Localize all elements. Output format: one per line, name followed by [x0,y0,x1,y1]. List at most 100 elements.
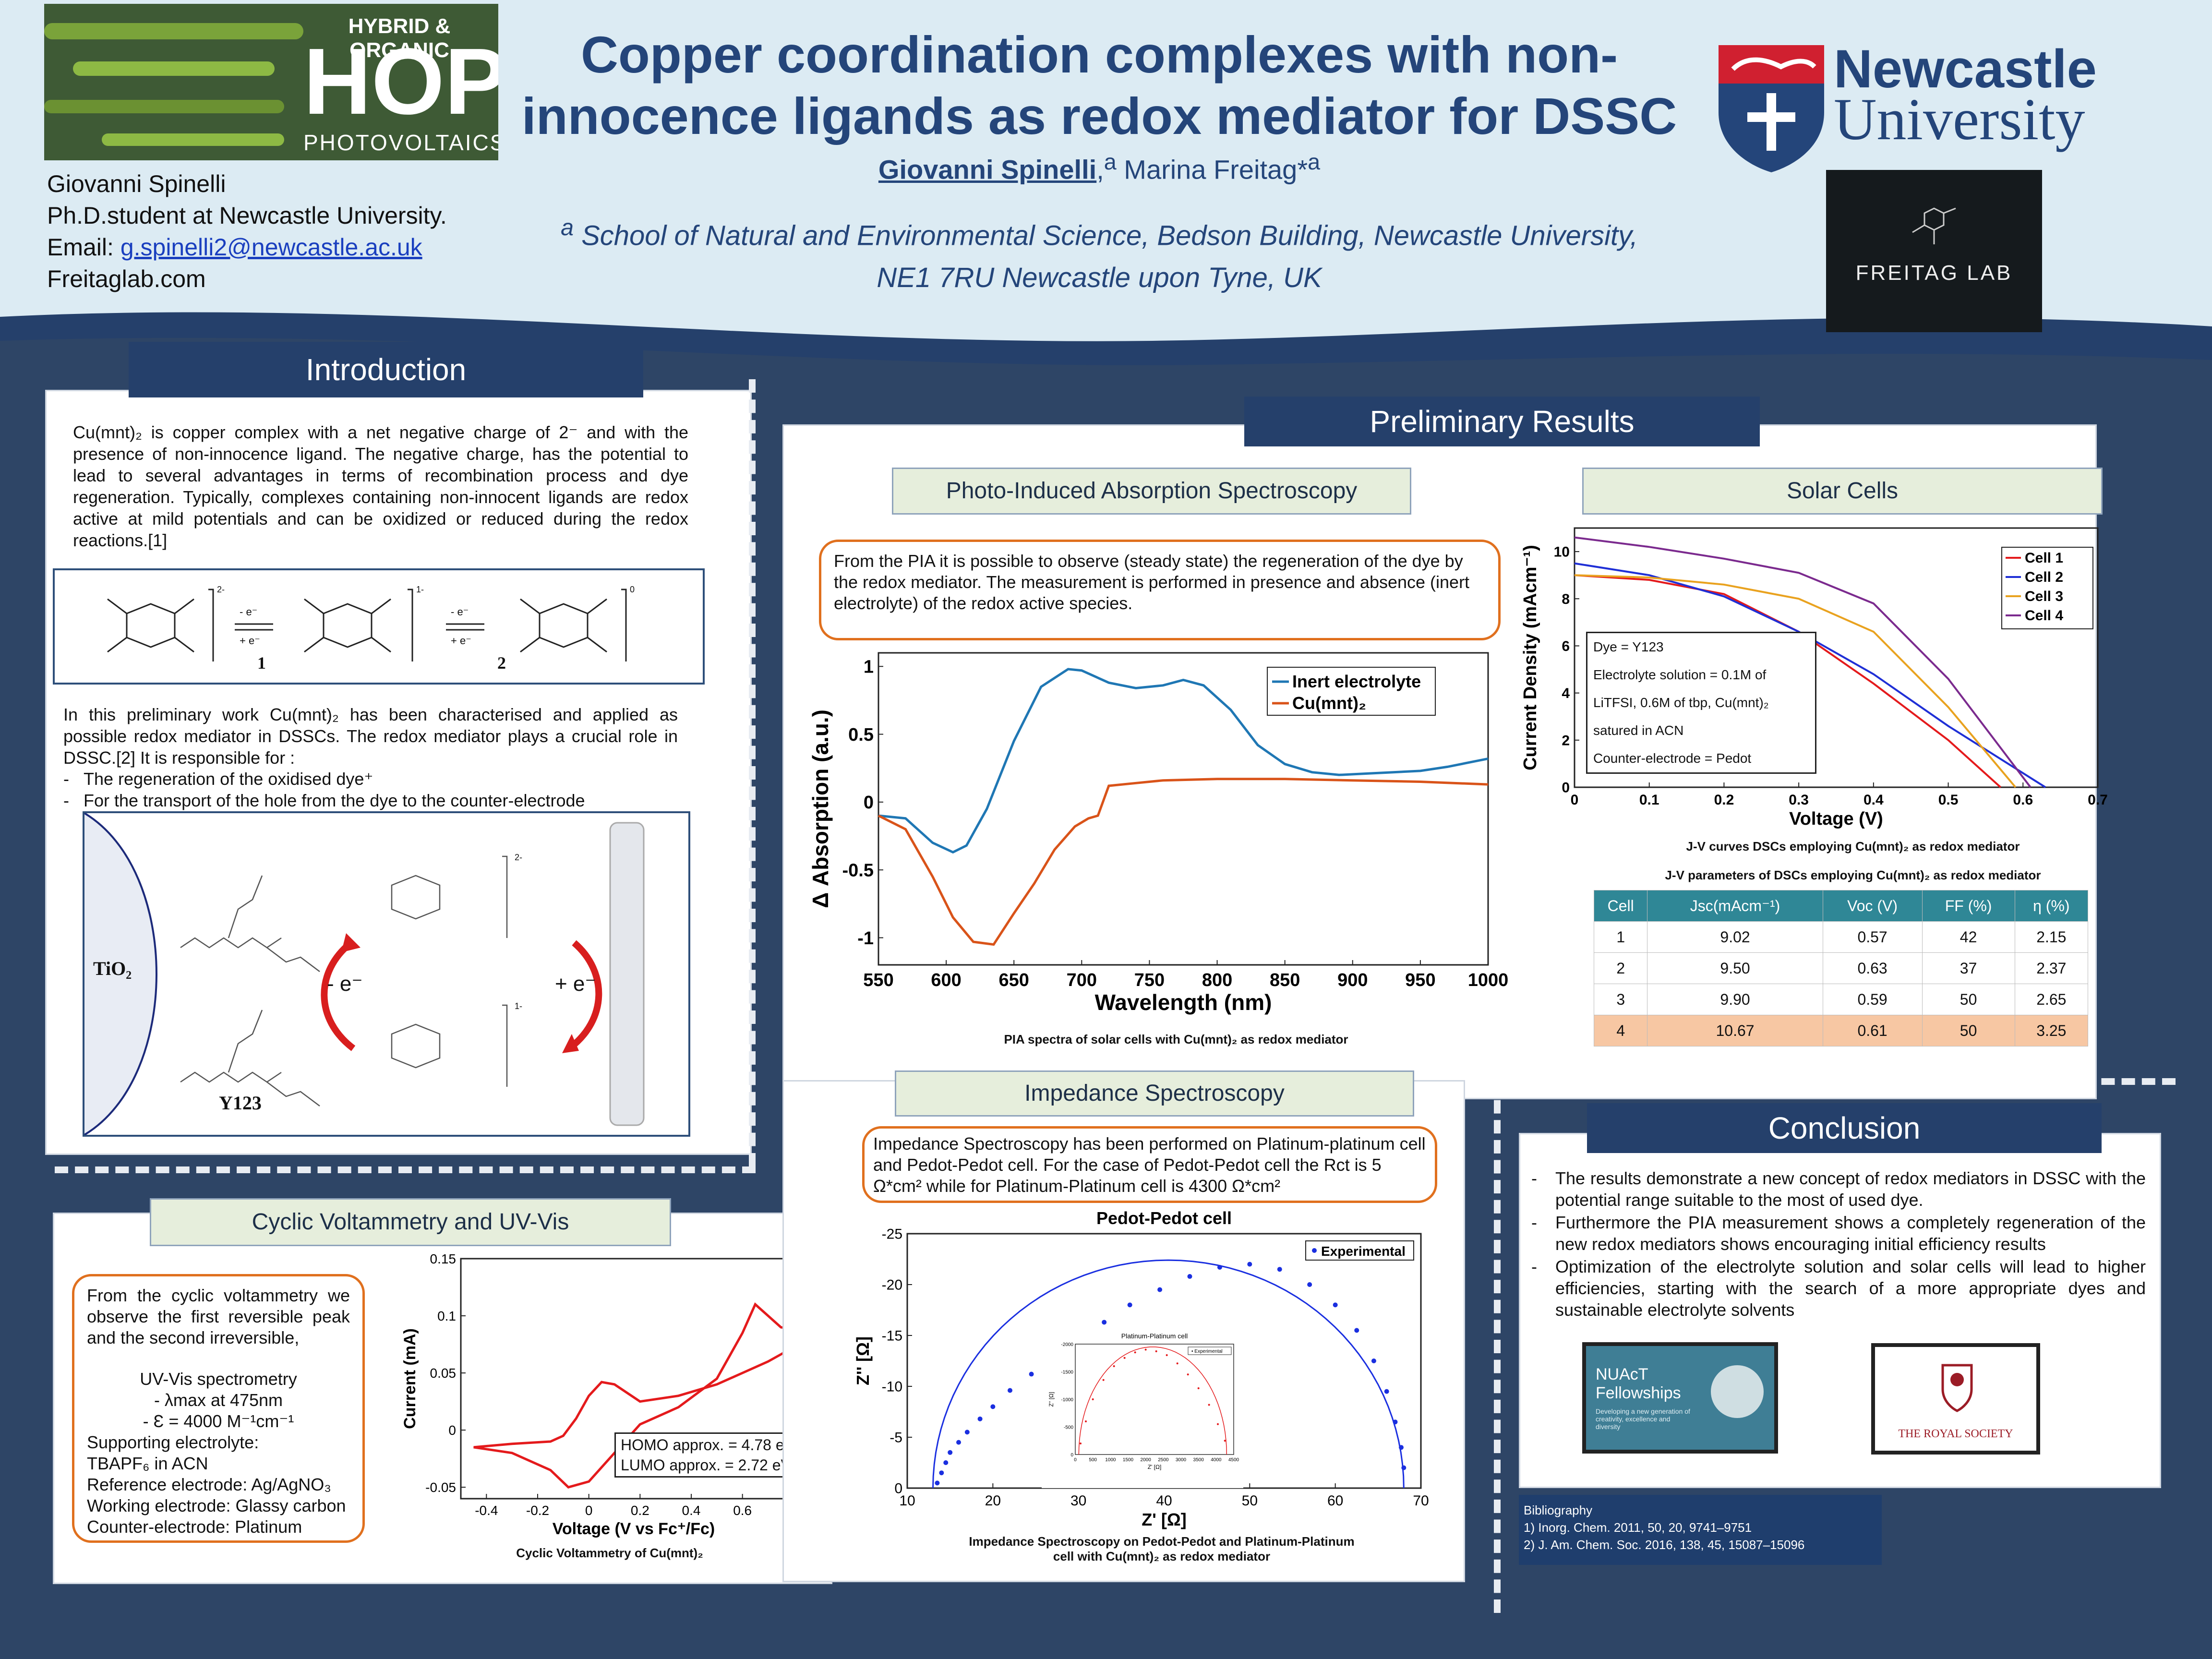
y-tick-label: -10 [882,1379,902,1395]
pia-banner: Photo-Induced Absorption Spectroscopy [892,468,1411,515]
impedance-caption: Impedance Spectroscopy on Pedot-Pedot an… [969,1534,1355,1563]
inset-data-point [1208,1404,1210,1406]
data-point [1127,1302,1132,1308]
separator-right [1494,1080,1501,1613]
pia-chart: 550 600 650 700 750 800 850 900 950 1000 -1 -0.5 0 0.… [808,652,1509,1015]
data-point [964,1430,970,1435]
inset-x-tick-label: 2000 [1141,1457,1152,1463]
pia-caption: PIA spectra of solar cells with Cu(mnt)₂… [1004,1032,1348,1046]
intro-paragraph-1: Cu(mnt)₂ is copper complex with a net ne… [73,422,688,550]
inset-x-tick-label: 0 [1074,1457,1077,1463]
table-header-row: Cell Jsc(mAcm⁻¹) Voc (V) FF (%) η (%) [1593,890,2089,922]
jv-caption: J-V curves DSCs employing Cu(mnt)₂ as re… [1686,839,2020,854]
y-tick-label: 2 [1562,733,1570,748]
data-point [1157,1287,1163,1292]
table-cell: 9.02 [1647,921,1823,953]
y-tick-label: -0.05 [425,1480,456,1495]
table-cell: 50 [1922,984,2015,1015]
y-tick-label: 10 [1554,544,1570,560]
fit-line [932,1259,1405,1489]
legend-box [1267,667,1436,716]
x-tick-label: -0.2 [526,1503,549,1518]
inset-data-point [1092,1398,1094,1400]
impedance-textbox: Impedance Spectroscopy has been performe… [862,1126,1437,1203]
data-point [1354,1328,1359,1333]
inset-x-tick-label: 3500 [1193,1457,1204,1463]
inset-data-point [1176,1362,1178,1365]
table-cell: 10.67 [1647,1015,1823,1046]
table-cell: 4 [1593,1015,1648,1046]
data-point [939,1470,944,1476]
table-cell: 2 [1593,952,1648,984]
x-axis-label: Z' [Ω] [1142,1510,1186,1529]
x-tick-label: 50 [1242,1493,1258,1509]
x-tick-label: 0.4 [682,1503,701,1518]
table-cell: 2.37 [2014,952,2089,984]
conclusion-banner: Conclusion [1587,1103,2102,1153]
inset-title: Platinum-Platinum cell [1121,1332,1188,1340]
intro-paragraph-2: In this preliminary work Cu(mnt)₂ has be… [63,705,678,768]
inset-legend-box [1188,1346,1232,1355]
data-point [1371,1358,1376,1363]
preliminary-banner: Preliminary Results [1244,397,1760,446]
x-tick-label: 0.2 [1714,792,1734,808]
inset-y-tick-label: -2000 [1061,1342,1073,1347]
data-point [1102,1320,1107,1325]
y-tick-label: 0 [894,1481,902,1497]
data-point [935,1480,940,1486]
redox-scheme-drawing [107,589,627,661]
inset-x-tick-label: 3000 [1176,1457,1187,1463]
email-link[interactable]: g.spinelli2@newcastle.ac.uk [120,234,422,261]
newcastle-logo: Newcastle University [1714,40,2112,175]
jv-table-caption: J-V parameters of DSCs employing Cu(mnt)… [1665,868,2041,882]
affiliation: a School of Natural and Environmental Sc… [561,215,1638,294]
cv-textbox: From the cyclic voltammetry we observe t… [72,1274,365,1543]
cv-chart: -0.4-0.200.20.40.60.8-0.0500.050.10.15Vo… [401,1251,807,1538]
legend-marker [1312,1248,1317,1253]
conclusion-list: - The results demonstrate a new concept o… [1531,1168,2146,1320]
y-tick-label: 0.1 [437,1309,456,1323]
inset-x-tick-label: 1000 [1105,1457,1116,1463]
inset-data-point [1197,1387,1200,1389]
x-tick-label: 1000 [1468,970,1509,990]
inset-x-tick-label: 1500 [1123,1457,1134,1463]
data-point [1029,1371,1034,1377]
x-tick-label: 20 [985,1493,1001,1509]
cv-banner: Cyclic Voltammetry and UV-Vis [150,1198,671,1246]
inset-data-point [1166,1354,1168,1356]
data-point [1217,1264,1222,1270]
data-point [990,1404,996,1409]
table-cell: 0.59 [1822,984,1923,1015]
y-tick-label: 0.05 [430,1366,457,1381]
legend-label: Cell 4 [2025,608,2063,624]
impedance-chart: Pedot-Pedot cell 10 20 30 40 50 60 70 0 -5 -10 -15 -… [853,1208,1429,1529]
table-header-cell: FF (%) [1922,890,2015,922]
chart-title: Pedot-Pedot cell [1096,1208,1232,1228]
freitag-lab-logo: FREITAG LAB [1826,170,2042,332]
inset-x-tick-label: 2500 [1158,1457,1169,1463]
x-tick-label: 550 [863,970,893,990]
jv-parameters-table: Cell Jsc(mAcm⁻¹) Voc (V) FF (%) η (%) 1 9.02 0… [1593,890,2089,1046]
inset-data-point [1102,1379,1105,1381]
table-cell: 1 [1593,921,1648,953]
data-point [977,1416,983,1421]
y-axis-label: Current Density (mAcm⁻¹) [1522,545,1540,770]
hopv-logo: HYBRID & ORGANIC HOPV PHOTOVOLTAICS [44,4,498,160]
poster-title: Copper coordination complexes with non- … [521,25,1677,145]
series-line [1574,536,2032,788]
jv-info-box: Dye = Y123 Electrolyte solution = 0.1M o… [1586,632,1816,774]
table-cell: 42 [1922,921,2015,953]
x-tick-label: 10 [899,1493,915,1509]
impedance-banner: Impedance Spectroscopy [895,1070,1414,1117]
data-point [1307,1282,1312,1287]
dssc-scheme: TiO₂ Y123 - e⁻ + e⁻ 2- 1- [83,811,690,1137]
legend-label: Cell 3 [2025,589,2063,604]
y-tick-label: -5 [890,1430,902,1446]
x-tick-label: 0 [1571,792,1579,808]
inset-data-point [1085,1420,1087,1422]
series-line [878,778,1489,946]
inset-frame [1075,1344,1234,1455]
inset-y-tick-label: -1500 [1061,1370,1073,1375]
x-tick-label: 0.2 [631,1503,649,1518]
inset-y-tick-label: 0 [1070,1453,1073,1458]
